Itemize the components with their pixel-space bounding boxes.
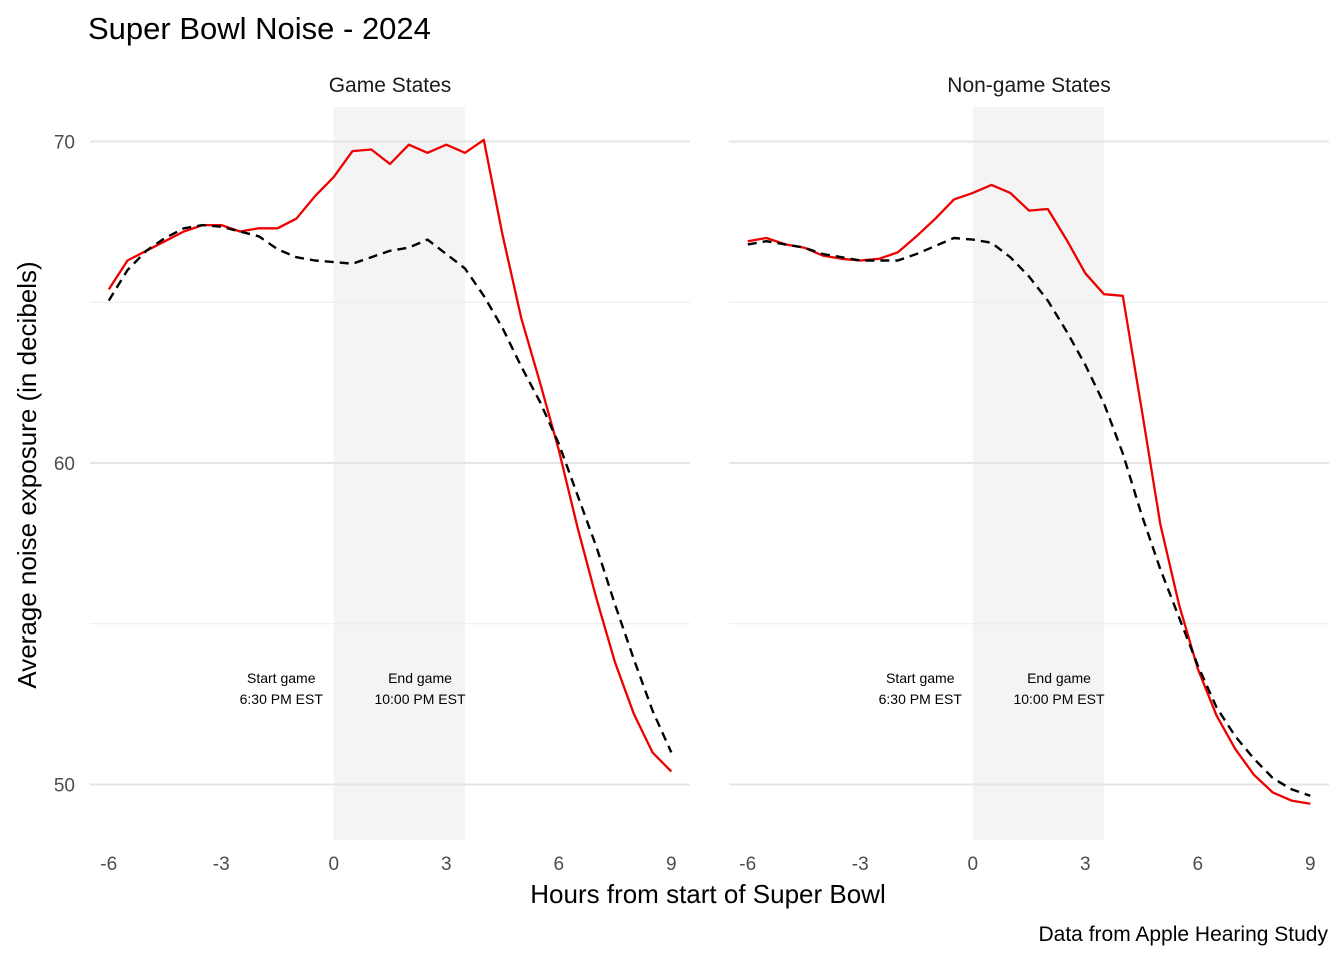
x-tick-label: -6 xyxy=(100,854,117,875)
chart-caption: Data from Apple Hearing Study xyxy=(1039,923,1329,946)
x-tick-label: 3 xyxy=(1080,854,1091,875)
x-tick-label: 6 xyxy=(1192,854,1203,875)
chart-title: Super Bowl Noise - 2024 xyxy=(88,11,431,46)
x-tick-label: -3 xyxy=(852,854,869,875)
game-time-annotation: Start game 6:30 PM EST xyxy=(879,670,963,707)
game-time-annotation: End game 10:00 PM EST xyxy=(374,670,465,707)
game-time-band xyxy=(972,107,1104,840)
x-tick-label: 9 xyxy=(666,854,677,875)
x-tick-label: -3 xyxy=(213,854,230,875)
x-tick-label: 3 xyxy=(441,854,452,875)
x-tick-label: 0 xyxy=(967,854,978,875)
dashed-series-line xyxy=(107,223,673,753)
y-axis-tick-labels: 50 60 70 xyxy=(54,133,75,797)
panel-non-game-states: Non-game States Start game 6:30 PM EST End … xyxy=(729,74,1329,875)
game-time-band xyxy=(333,107,465,840)
game-time-annotation: End game 10:00 PM EST xyxy=(1013,670,1104,707)
dashed-series-line xyxy=(747,236,1311,797)
x-tick-label: -6 xyxy=(739,854,756,875)
facet-panels: Game States Start game 6:30 PM EST End game… xyxy=(90,74,1329,875)
panel-game-states: Game States Start game 6:30 PM EST End game… xyxy=(90,74,690,875)
x-tick-label: 0 xyxy=(328,854,339,875)
x-tick-label: 6 xyxy=(553,854,564,875)
x-axis-title: Hours from start of Super Bowl xyxy=(530,879,885,909)
y-axis-title: Average noise exposure (in decibels) xyxy=(12,261,42,688)
y-tick-label: 60 xyxy=(54,454,75,475)
y-tick-label: 70 xyxy=(54,133,75,154)
x-tick-label: 9 xyxy=(1305,854,1316,875)
game-time-annotation: Start game 6:30 PM EST xyxy=(240,670,324,707)
red-series-line xyxy=(747,183,1311,805)
panel-label: Non-game States xyxy=(947,74,1110,97)
y-tick-label: 50 xyxy=(54,776,75,797)
panel-label: Game States xyxy=(329,74,452,97)
